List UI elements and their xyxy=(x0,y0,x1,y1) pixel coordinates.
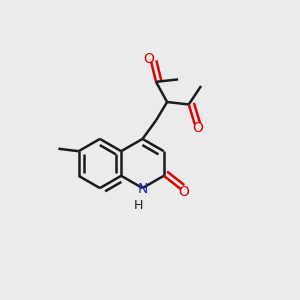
Text: O: O xyxy=(143,52,154,66)
Text: H: H xyxy=(134,199,144,212)
Text: N: N xyxy=(137,182,148,196)
Text: O: O xyxy=(193,121,203,135)
Text: O: O xyxy=(178,185,189,199)
